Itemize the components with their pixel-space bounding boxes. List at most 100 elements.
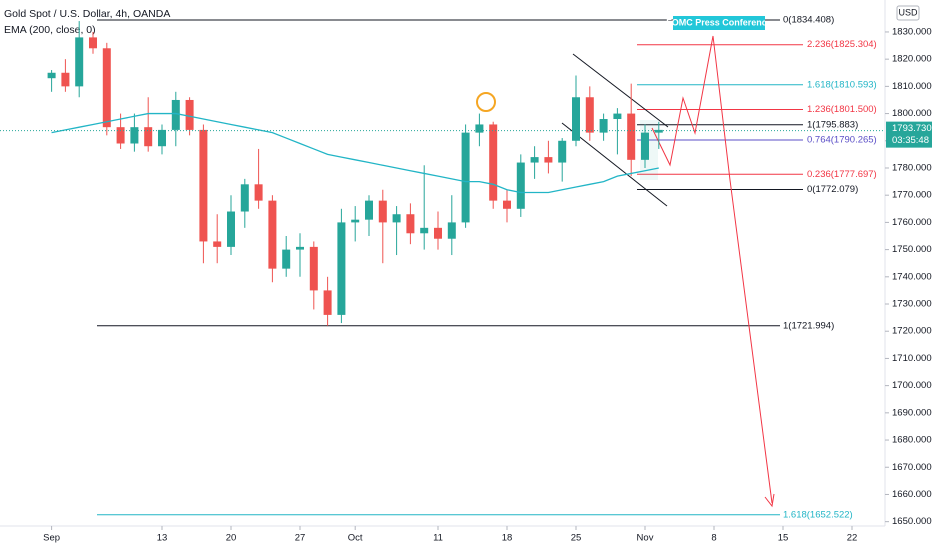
candle-body <box>378 200 387 223</box>
y-tick-label: 1760.000 <box>892 217 932 228</box>
candle-body <box>461 132 470 223</box>
fib-label: 1.236(1801.500) <box>807 104 877 115</box>
x-tick-label: 11 <box>433 533 443 544</box>
candle-body <box>199 129 208 242</box>
y-tick-label: 1670.000 <box>892 462 932 473</box>
fib-label: 1.618(1652.522) <box>783 509 853 520</box>
candle-body <box>392 214 401 223</box>
candle-body <box>296 246 304 250</box>
candle-body <box>158 129 166 147</box>
candle-body <box>434 227 442 239</box>
fib-label: 0(1772.079) <box>807 184 858 195</box>
candle-body <box>558 140 567 163</box>
candle-body <box>323 290 332 315</box>
countdown: 03:35:48 <box>892 135 929 146</box>
currency: USD <box>898 7 918 17</box>
currency-box <box>896 5 920 21</box>
candle-body <box>365 200 373 220</box>
y-tick-label: 1750.000 <box>892 244 932 255</box>
x-tick-label: Nov <box>637 533 654 544</box>
y-tick-label: 1690.000 <box>892 407 932 418</box>
fib-label: 0.764(1790.265) <box>807 135 877 146</box>
candle-body <box>89 37 97 49</box>
candle-body <box>475 124 484 133</box>
fib-label: 2.236(1825.304) <box>807 39 877 50</box>
y-tick-label: 1780.000 <box>892 163 932 174</box>
y-tick-label: 1700.000 <box>892 380 932 391</box>
candle-body <box>185 99 194 130</box>
x-tick-label: 25 <box>571 533 582 544</box>
candle-body <box>406 214 415 234</box>
candle-body <box>254 184 263 201</box>
candle-body <box>544 157 553 163</box>
candle-body <box>599 119 608 133</box>
channel-top <box>572 53 669 128</box>
candle-body <box>144 127 153 147</box>
candle-body <box>572 97 580 141</box>
candle-body <box>227 211 235 247</box>
candle-body <box>351 219 360 223</box>
candle-body <box>47 72 56 79</box>
projection-path <box>651 35 773 504</box>
x-tick-label: 13 <box>157 533 168 544</box>
candle-body <box>337 222 346 315</box>
fib-label: 0.236(1777.697) <box>807 169 877 180</box>
candle-body <box>268 200 277 269</box>
fib-label: 1(1721.994) <box>783 320 834 331</box>
x-tick-label: 22 <box>847 533 858 544</box>
candle-body <box>309 246 318 291</box>
x-tick-label: 20 <box>226 533 237 544</box>
candle-body <box>654 129 663 133</box>
last-price: 1793.730 <box>892 123 932 134</box>
chart-title: Gold Spot / U.S. Dollar, 4h, OANDA <box>4 8 170 20</box>
candle-body <box>489 124 498 201</box>
candle-body <box>282 249 291 269</box>
candle-body <box>130 127 139 144</box>
annotation: FOMC Press Conference <box>666 17 772 27</box>
y-tick-label: 1800.000 <box>892 108 932 119</box>
y-tick-label: 1820.000 <box>892 54 932 65</box>
x-tick-label: 8 <box>711 533 716 544</box>
last-price-box <box>886 121 932 148</box>
candle-body <box>171 99 180 130</box>
candle-body <box>240 184 249 212</box>
candle-body <box>641 132 649 160</box>
candle-body <box>61 72 70 87</box>
y-tick-label: 1660.000 <box>892 489 932 500</box>
candle-body <box>530 157 539 163</box>
y-tick-label: 1710.000 <box>892 353 932 364</box>
x-tick-label: 15 <box>778 533 789 544</box>
candle-body <box>516 162 525 209</box>
fib-label: 1(1795.883) <box>807 119 858 130</box>
x-tick-label: 18 <box>502 533 513 544</box>
annotation-box <box>673 16 765 30</box>
candle-body <box>503 200 511 209</box>
y-tick-label: 1830.000 <box>892 26 932 37</box>
candle-body <box>447 222 456 239</box>
candle-body <box>75 37 84 87</box>
candle-body <box>585 97 594 133</box>
y-tick-label: 1650.000 <box>892 516 932 527</box>
candle-body <box>613 113 622 120</box>
indicator-label: EMA (200, close, 0) <box>4 24 96 36</box>
candle-body <box>213 241 222 247</box>
highlight-circle <box>476 92 496 112</box>
candle-body <box>102 48 111 128</box>
y-tick-label: 1730.000 <box>892 299 932 310</box>
candle-body <box>627 113 636 160</box>
y-tick-label: 1680.000 <box>892 435 932 446</box>
y-tick-label: 1810.000 <box>892 81 932 92</box>
x-tick-label: Oct <box>348 533 363 544</box>
y-tick-label: 1770.000 <box>892 190 932 201</box>
ema-line <box>51 112 659 194</box>
fib-label: 0(1834.408) <box>783 14 834 25</box>
y-tick-label: 1720.000 <box>892 326 932 337</box>
x-tick-label: Sep <box>43 533 60 544</box>
candle-body <box>420 227 429 234</box>
arrow-head <box>764 493 775 508</box>
candle-body <box>116 127 125 144</box>
y-tick-label: 1740.000 <box>892 271 932 282</box>
x-tick-label: 27 <box>295 533 306 544</box>
